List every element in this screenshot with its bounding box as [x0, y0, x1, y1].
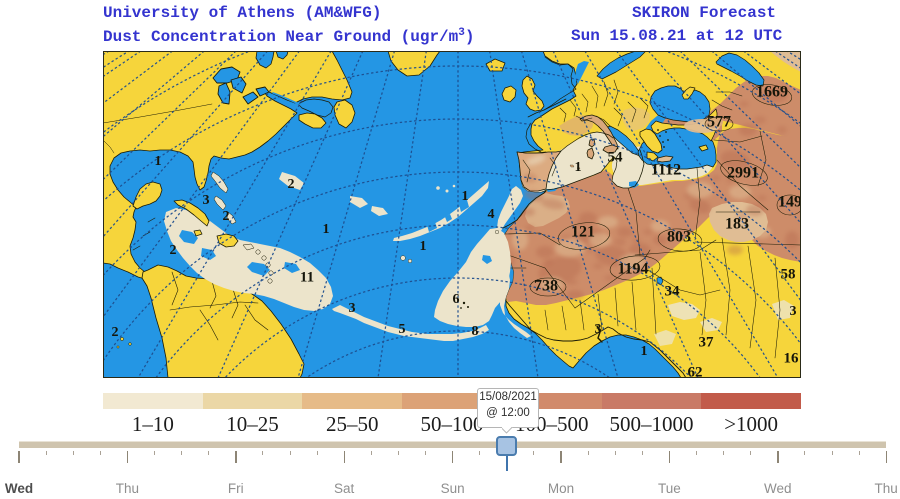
- svg-text:6: 6: [453, 292, 460, 307]
- svg-text:5: 5: [399, 322, 406, 337]
- svg-text:1669: 1669: [756, 84, 788, 101]
- svg-text:2: 2: [288, 177, 295, 192]
- svg-text:3: 3: [349, 301, 356, 316]
- svg-text:37: 37: [699, 334, 715, 350]
- svg-text:1: 1: [420, 239, 427, 254]
- svg-text:2991: 2991: [727, 165, 759, 182]
- svg-text:149: 149: [778, 194, 801, 211]
- svg-text:1: 1: [575, 160, 582, 175]
- svg-text:1112: 1112: [651, 162, 681, 179]
- svg-text:1: 1: [323, 222, 330, 237]
- svg-text:577: 577: [707, 114, 731, 131]
- svg-text:34: 34: [665, 283, 681, 299]
- svg-text:11: 11: [300, 269, 314, 285]
- svg-text:2: 2: [170, 243, 177, 258]
- svg-text:2: 2: [223, 209, 230, 224]
- svg-text:1: 1: [462, 189, 469, 204]
- svg-text:8: 8: [472, 324, 479, 339]
- svg-text:183: 183: [725, 216, 749, 233]
- svg-text:58: 58: [781, 266, 796, 282]
- svg-text:3: 3: [203, 193, 210, 208]
- svg-text:3: 3: [790, 304, 797, 319]
- svg-text:3: 3: [595, 322, 602, 337]
- svg-text:62: 62: [688, 364, 703, 378]
- svg-text:16: 16: [784, 350, 800, 366]
- svg-text:803: 803: [667, 229, 691, 246]
- svg-text:1194: 1194: [617, 261, 648, 278]
- svg-text:2: 2: [112, 325, 119, 340]
- svg-text:1: 1: [641, 344, 648, 359]
- svg-text:121: 121: [571, 224, 595, 241]
- svg-text:1: 1: [155, 154, 162, 169]
- svg-text:4: 4: [488, 207, 495, 222]
- svg-text:54: 54: [608, 149, 624, 165]
- svg-text:738: 738: [534, 278, 558, 295]
